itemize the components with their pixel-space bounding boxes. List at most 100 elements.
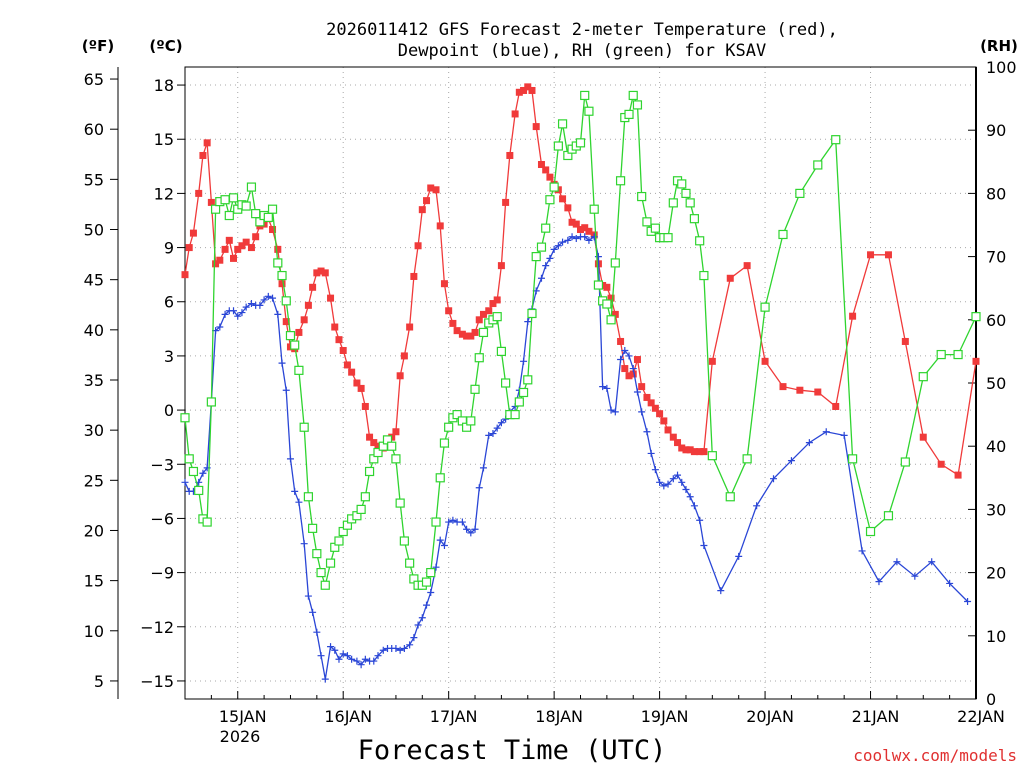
point-temperature [432, 186, 440, 194]
celsius-tick-label-7: 6 [164, 293, 174, 312]
point-temperature [651, 404, 659, 412]
point-rh [452, 410, 462, 420]
point-dewpoint [327, 643, 335, 651]
point-temperature [502, 198, 510, 206]
point-rh [325, 558, 336, 568]
point-dewpoint [304, 592, 312, 600]
point-rh [918, 372, 928, 382]
time-tick-label-2: 17JAN [430, 707, 478, 726]
point-temperature [423, 197, 431, 205]
rh-tick-label-8: 80 [986, 184, 1006, 203]
point-temperature [524, 83, 532, 91]
point-temperature [690, 448, 698, 456]
point-rh [545, 195, 555, 205]
point-rh [575, 138, 586, 148]
point-temperature [216, 256, 224, 264]
point-temperature [440, 280, 448, 288]
point-dewpoint [554, 242, 562, 250]
point-rh [360, 492, 370, 502]
point-temperature [252, 233, 260, 241]
point-rh [405, 558, 415, 568]
point-dewpoint [585, 236, 593, 244]
point-dewpoint [396, 646, 404, 654]
point-dewpoint [357, 661, 365, 669]
point-temperature [335, 336, 343, 344]
point-temperature [400, 352, 408, 360]
point-rh [320, 580, 330, 590]
point-dewpoint [550, 245, 558, 253]
time-tick-label-1: 16JAN [324, 707, 372, 726]
point-dewpoint [467, 529, 475, 537]
point-temperature [849, 312, 857, 320]
series-line-rh [184, 93, 977, 588]
point-temperature [475, 316, 483, 324]
point-rh [246, 182, 257, 192]
rh-tick-label-3: 30 [986, 500, 1006, 519]
point-temperature [611, 310, 619, 318]
celsius-unit-label: (ºC) [149, 37, 182, 55]
point-dewpoint [221, 310, 229, 318]
point-dewpoint [475, 484, 483, 492]
time-tick-label-5: 20JAN [746, 707, 794, 726]
point-temperature [647, 399, 655, 407]
point-dewpoint [216, 323, 224, 331]
point-rh [668, 198, 678, 208]
point-dewpoint [581, 233, 589, 241]
point-rh [391, 454, 401, 464]
fahrenheit-tick-label-7: 40 [84, 321, 104, 340]
point-temperature [418, 206, 426, 214]
point-dewpoint [370, 657, 378, 665]
fahrenheit-tick-label-8: 45 [84, 271, 104, 290]
fahrenheit-tick-label-0: 5 [94, 672, 104, 691]
point-rh [224, 210, 234, 221]
point-temperature [528, 86, 536, 94]
point-temperature [274, 245, 282, 253]
point-dewpoint [686, 493, 694, 501]
point-rh [194, 485, 204, 496]
celsius-tick-label-9: 12 [154, 184, 174, 203]
point-temperature [700, 448, 708, 456]
series-rh [180, 90, 981, 590]
point-temperature [814, 388, 822, 396]
point-dewpoint [964, 597, 972, 605]
point-dewpoint [256, 301, 264, 309]
point-temperature [225, 236, 233, 244]
point-rh [184, 454, 194, 464]
point-rh [615, 176, 626, 186]
point-dewpoint [822, 428, 830, 436]
point-dewpoint [230, 307, 238, 315]
point-dewpoint [436, 536, 444, 544]
point-dewpoint [717, 587, 725, 595]
point-rh [632, 100, 643, 110]
point-rh [228, 193, 239, 203]
point-rh [531, 252, 541, 262]
point-temperature [361, 402, 369, 410]
point-dewpoint [858, 547, 866, 555]
point-rh [364, 466, 375, 477]
point-rh [202, 517, 212, 527]
point-dewpoint [660, 482, 668, 490]
point-dewpoint [787, 457, 795, 465]
point-rh [470, 384, 480, 394]
rh-tick-label-0: 0 [986, 690, 996, 709]
point-dewpoint [414, 621, 422, 629]
point-temperature [919, 433, 927, 441]
fahrenheit-tick-label-2: 15 [84, 572, 104, 591]
point-dewpoint [353, 657, 361, 665]
point-dewpoint [607, 406, 615, 414]
point-dewpoint [568, 233, 576, 241]
point-rh [303, 492, 313, 502]
point-temperature [410, 272, 418, 280]
point-dewpoint [629, 365, 637, 373]
point-dewpoint [682, 486, 690, 494]
point-dewpoint [343, 652, 351, 660]
point-rh [527, 308, 537, 319]
point-rh [308, 523, 318, 533]
point-dewpoint [432, 563, 440, 571]
point-rh [251, 209, 261, 219]
point-dewpoint [291, 487, 299, 495]
point-dewpoint [260, 296, 268, 304]
point-temperature [327, 294, 335, 302]
point-dewpoint [181, 478, 189, 486]
